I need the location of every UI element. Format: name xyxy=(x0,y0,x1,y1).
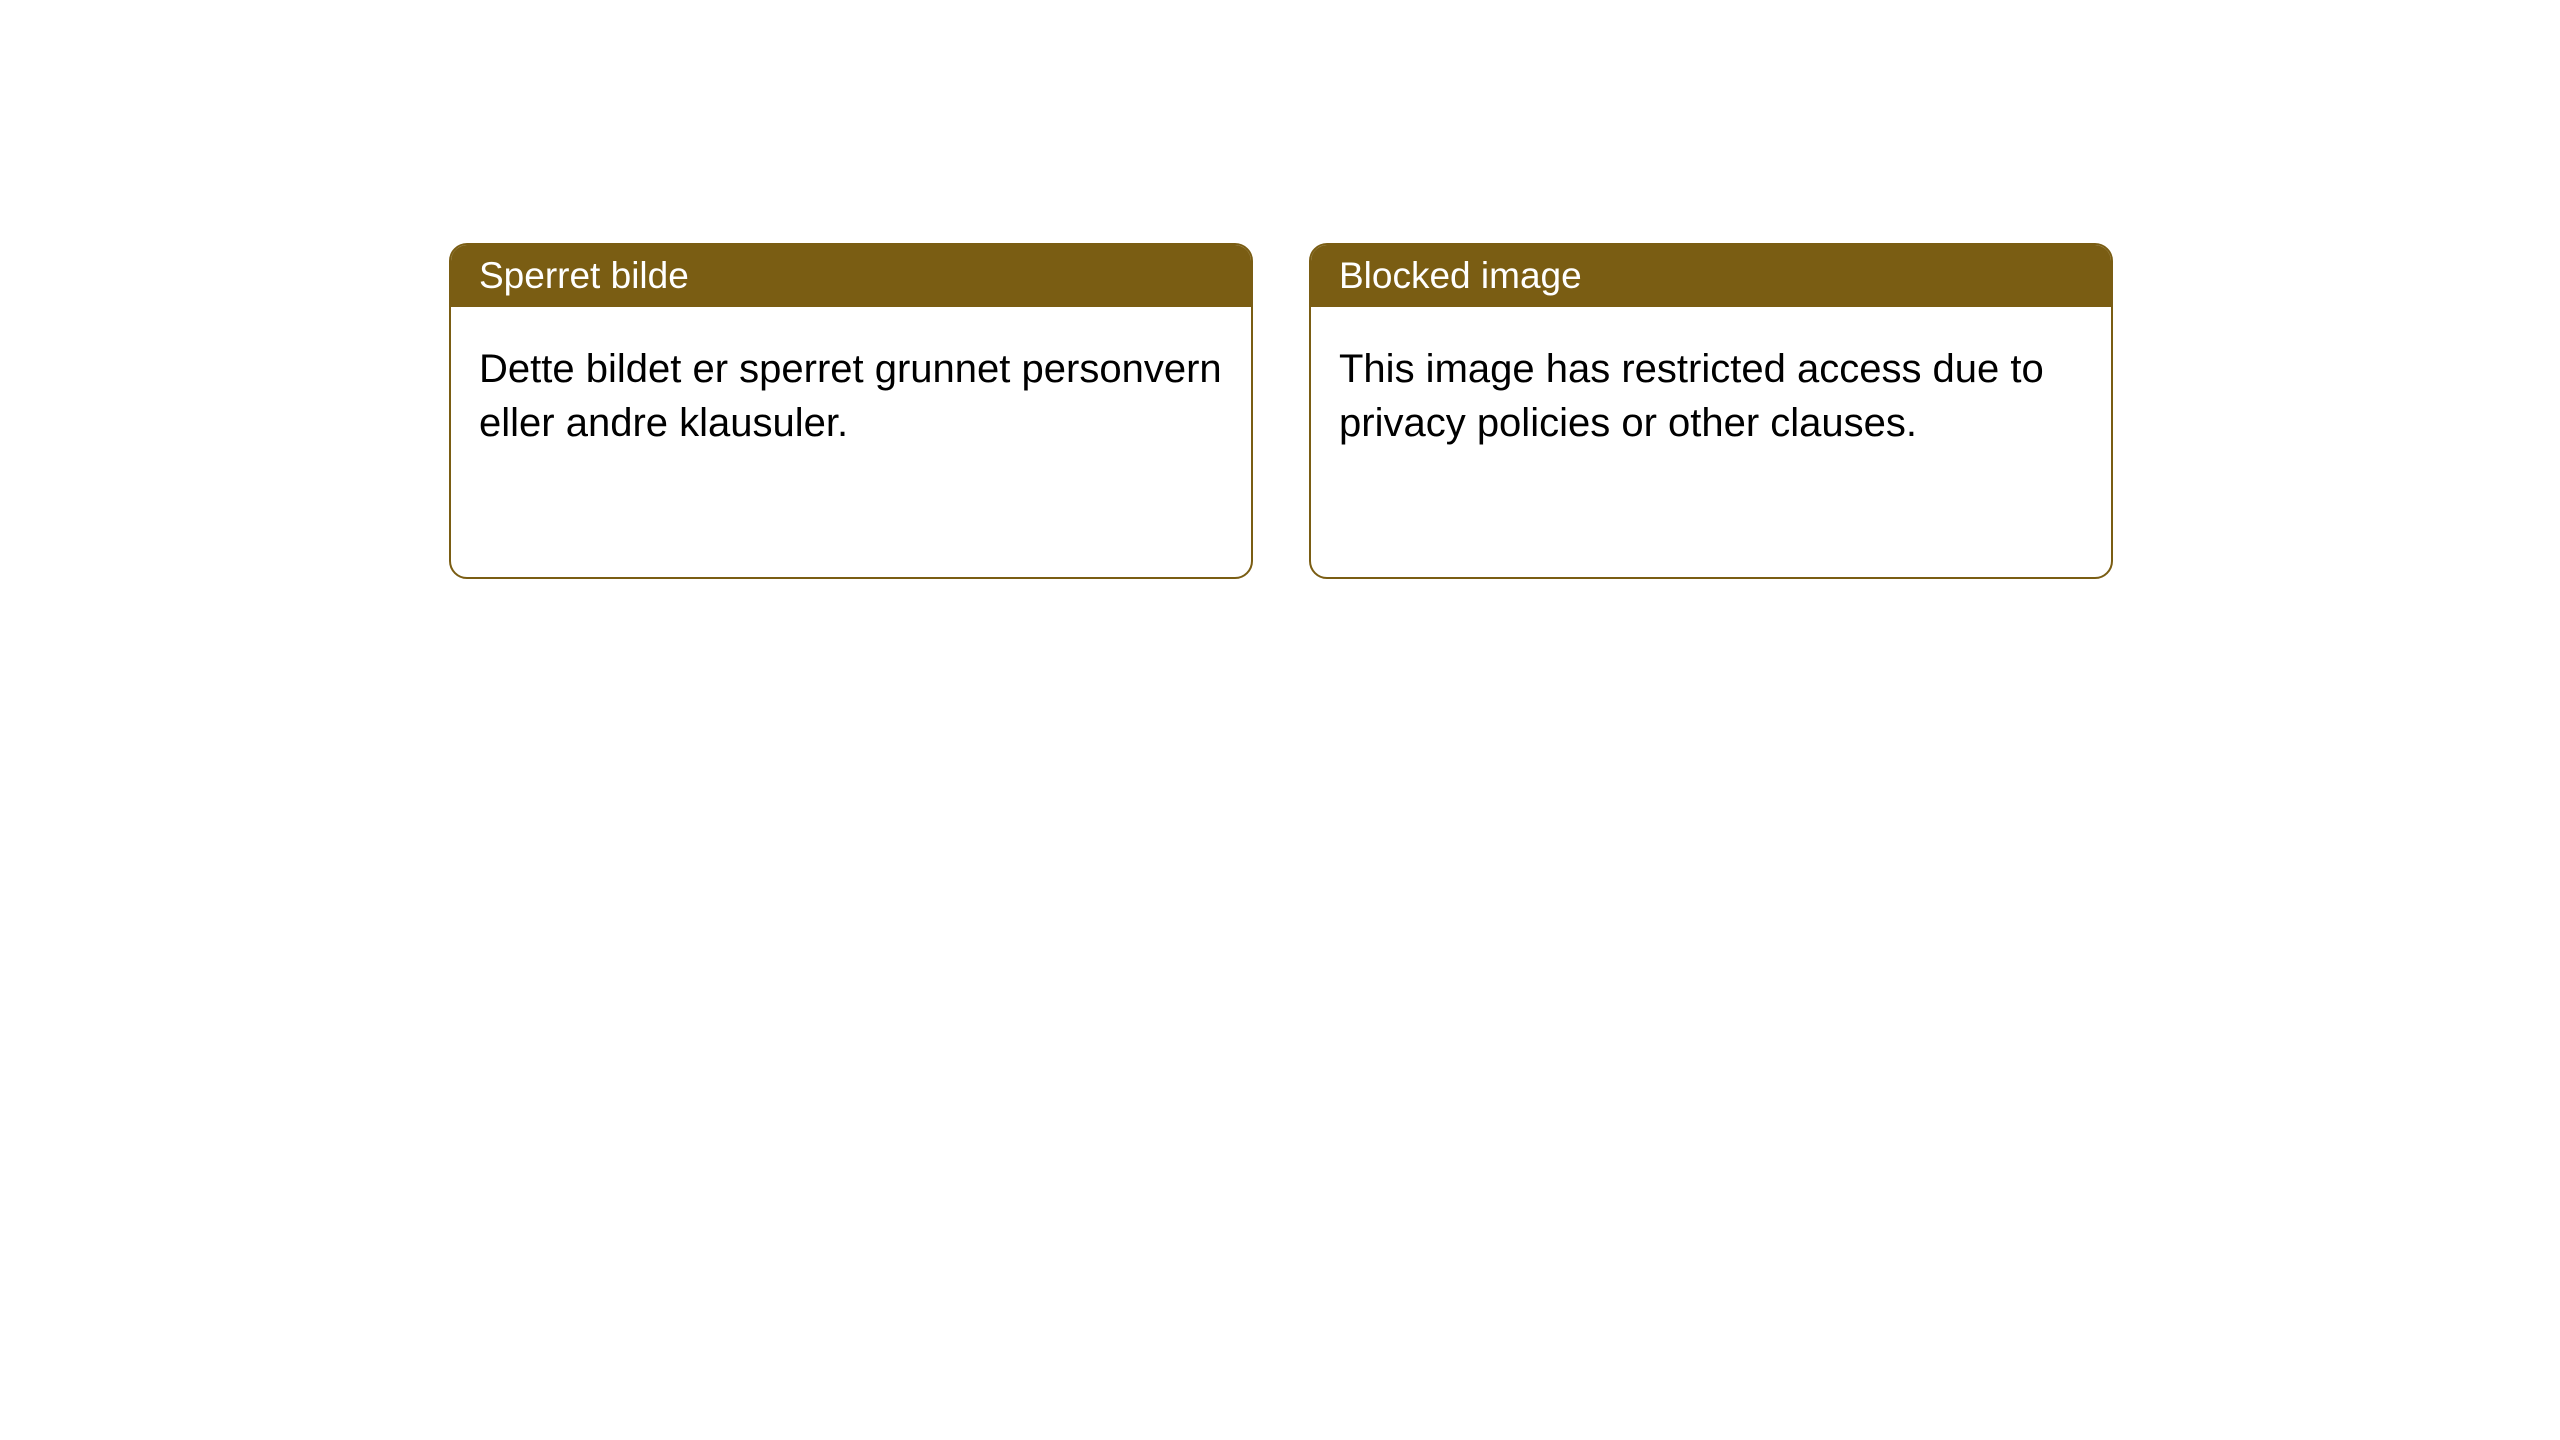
card-body: This image has restricted access due to … xyxy=(1311,307,2111,486)
card-body-text: This image has restricted access due to … xyxy=(1339,347,2044,445)
card-header-text: Blocked image xyxy=(1339,255,1582,296)
blocked-image-card-norwegian: Sperret bilde Dette bildet er sperret gr… xyxy=(449,243,1253,579)
card-body-text: Dette bildet er sperret grunnet personve… xyxy=(479,347,1222,445)
card-header-text: Sperret bilde xyxy=(479,255,689,296)
card-header: Blocked image xyxy=(1311,245,2111,307)
card-body: Dette bildet er sperret grunnet personve… xyxy=(451,307,1251,486)
blocked-image-card-english: Blocked image This image has restricted … xyxy=(1309,243,2113,579)
card-header: Sperret bilde xyxy=(451,245,1251,307)
notice-cards-container: Sperret bilde Dette bildet er sperret gr… xyxy=(449,243,2113,579)
